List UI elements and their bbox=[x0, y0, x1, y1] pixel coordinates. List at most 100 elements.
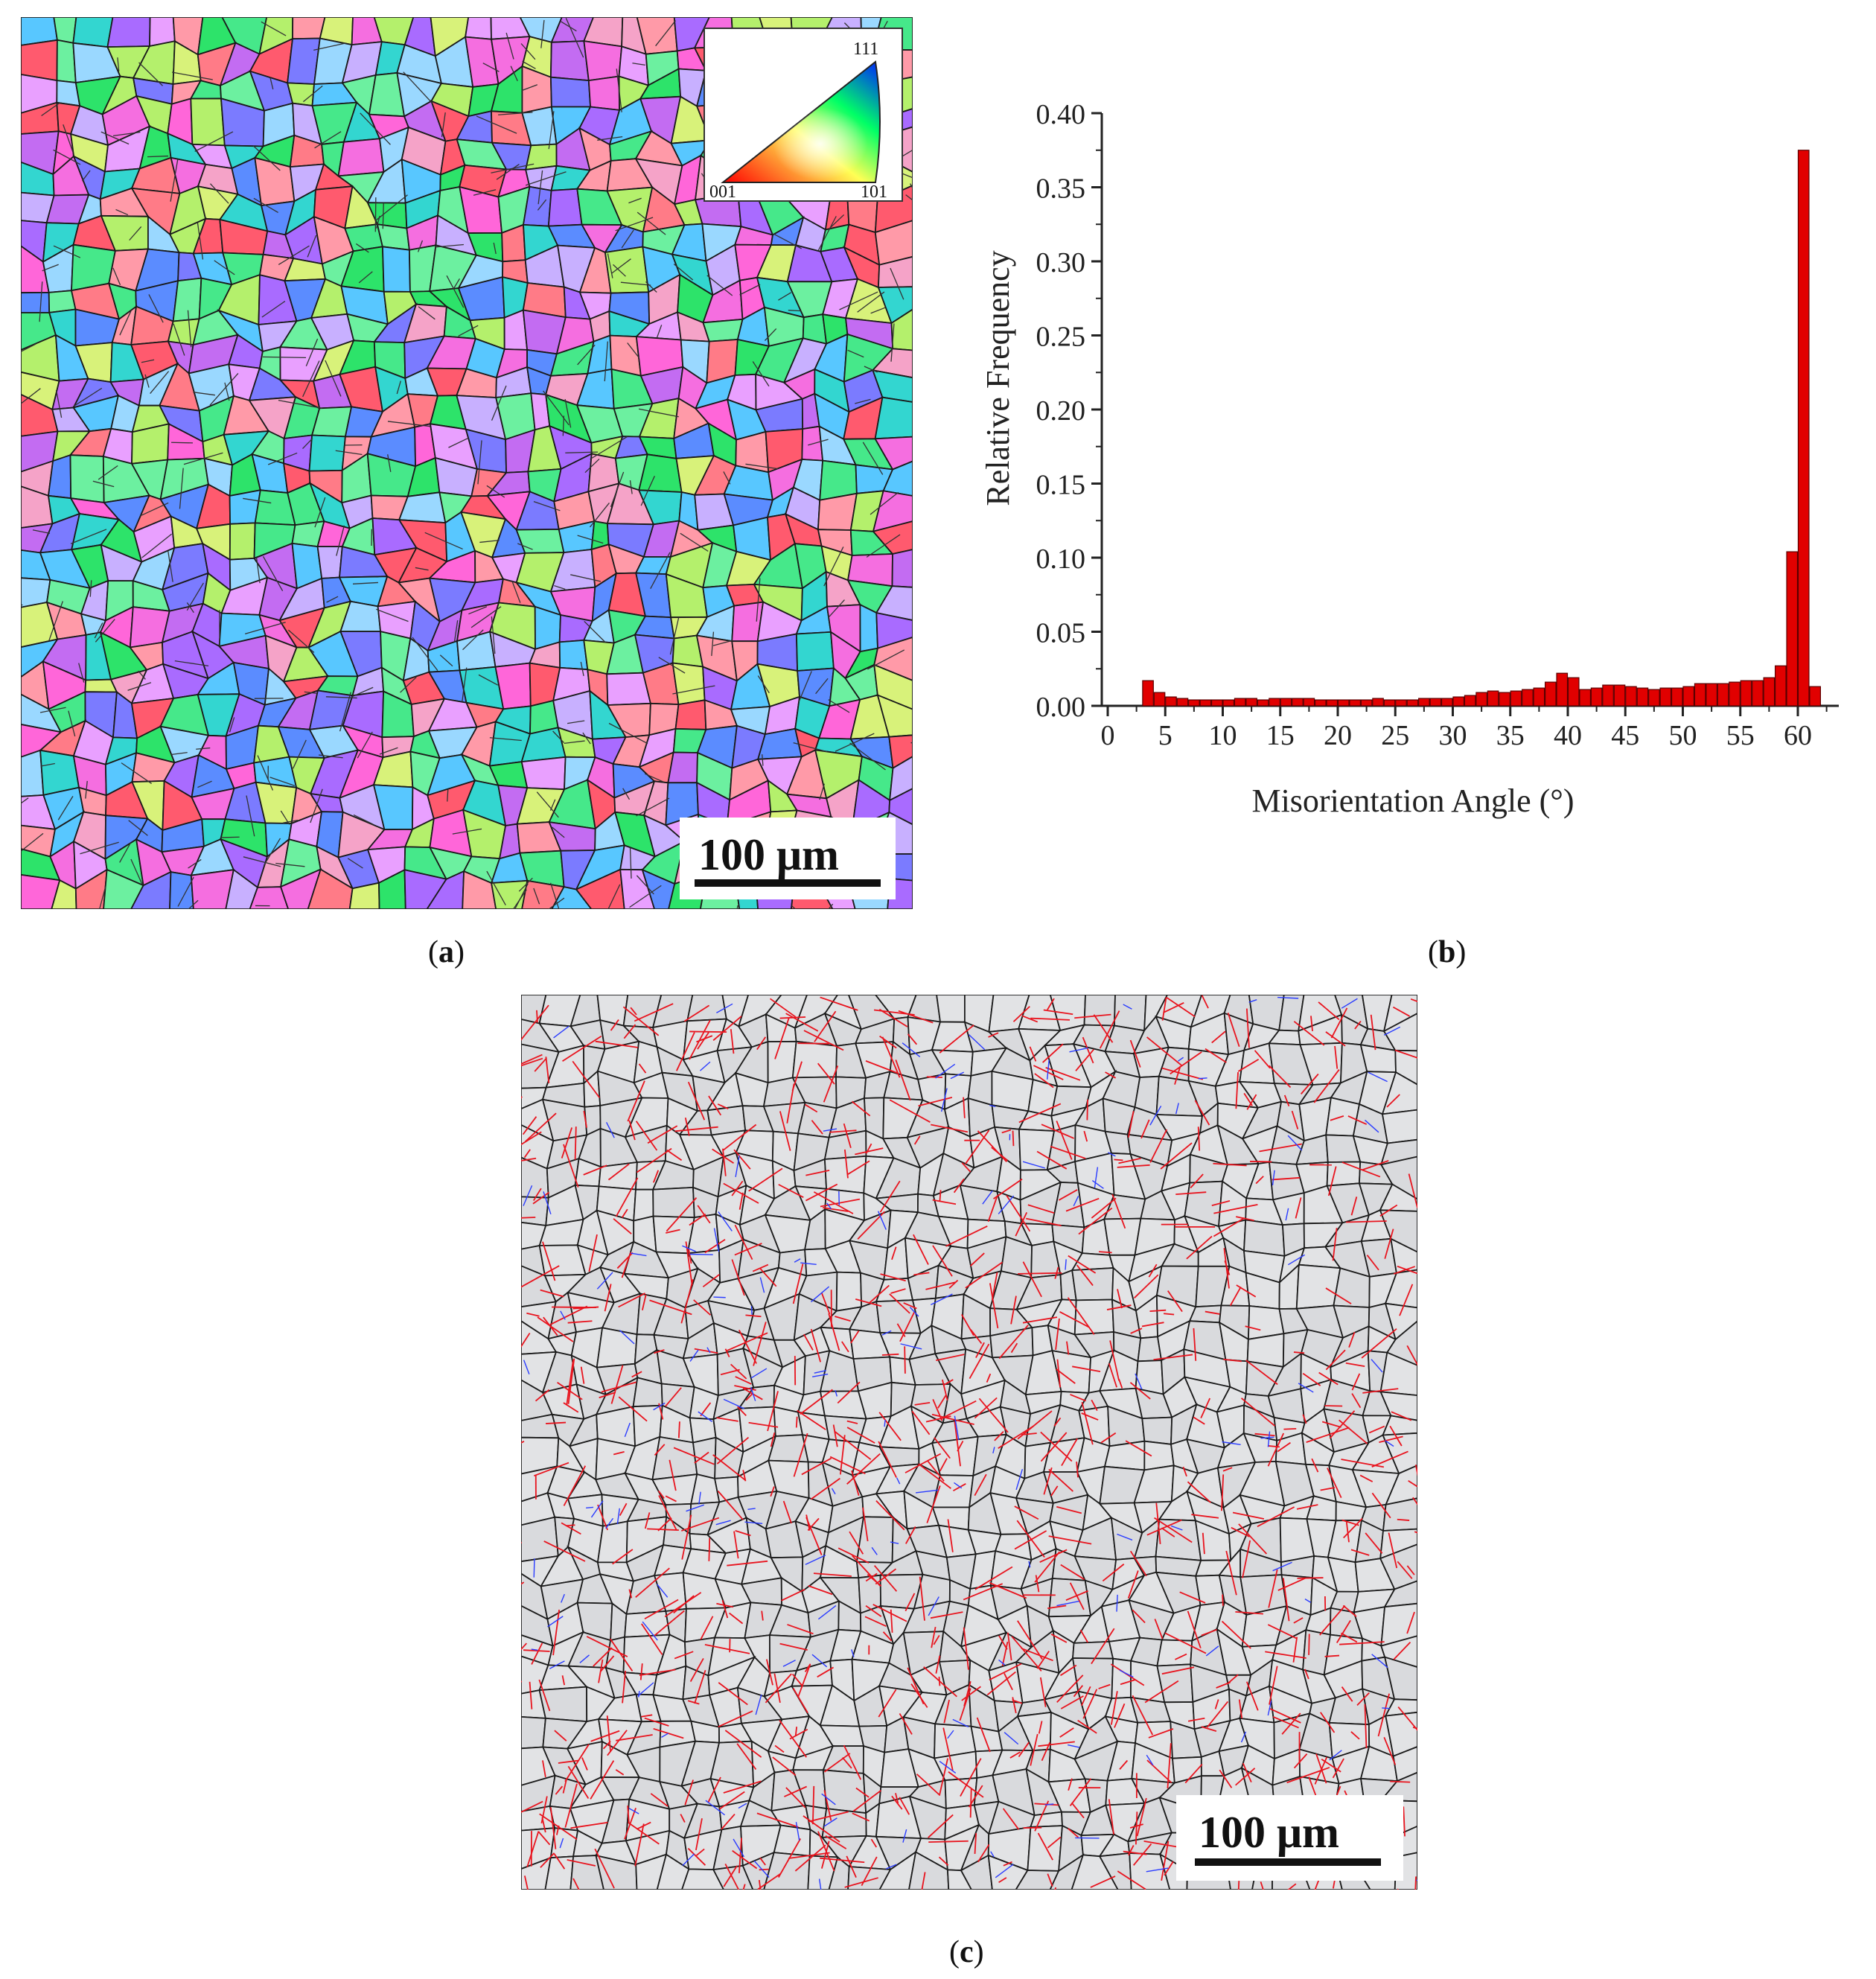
low-angle-boundary bbox=[631, 1252, 647, 1257]
twin-boundary bbox=[1403, 1806, 1406, 1837]
histogram-bar bbox=[1694, 683, 1706, 707]
twin-boundary bbox=[798, 671, 812, 703]
twin-boundary bbox=[630, 1007, 637, 1016]
twin-boundary bbox=[1090, 1876, 1116, 1888]
twin-boundary bbox=[785, 1787, 806, 1808]
histogram-bar bbox=[1636, 687, 1649, 707]
twin-boundary bbox=[1318, 1001, 1340, 1021]
twin-boundary bbox=[1319, 1605, 1346, 1636]
grain bbox=[316, 546, 343, 579]
twin-boundary bbox=[314, 497, 326, 528]
twin-boundary bbox=[1059, 1727, 1074, 1738]
twin-boundary bbox=[1265, 1651, 1306, 1659]
twin-boundary bbox=[1144, 1680, 1179, 1704]
twin-boundary bbox=[820, 1198, 861, 1208]
twin-boundary bbox=[1306, 1427, 1350, 1443]
twin-boundary bbox=[653, 1727, 684, 1739]
twin-boundary bbox=[520, 1265, 560, 1288]
y-tick-label: 0.05 bbox=[1036, 618, 1086, 649]
x-tick-label: 0 bbox=[1101, 720, 1115, 751]
twin-boundary bbox=[843, 1123, 852, 1149]
twin-boundary bbox=[778, 1184, 804, 1198]
twin-boundary bbox=[387, 454, 392, 472]
low-angle-boundary bbox=[902, 1042, 921, 1057]
twin-boundary bbox=[673, 1447, 715, 1465]
low-angle-boundary bbox=[1272, 1561, 1292, 1572]
twin-boundary bbox=[672, 685, 715, 695]
twin-boundary bbox=[462, 629, 484, 651]
twin-boundary bbox=[574, 1126, 577, 1160]
twin-boundary bbox=[911, 1410, 931, 1435]
twin-boundary bbox=[808, 1585, 833, 1596]
twin-boundary bbox=[870, 307, 886, 314]
twin-boundary bbox=[907, 1667, 925, 1705]
grain bbox=[674, 699, 707, 730]
twin-boundary bbox=[702, 1274, 720, 1288]
twin-boundary bbox=[770, 1486, 775, 1497]
twin-boundary bbox=[1361, 1328, 1397, 1359]
twin-boundary bbox=[773, 1673, 781, 1704]
histogram-bar bbox=[1625, 686, 1637, 707]
twin-boundary bbox=[636, 1821, 651, 1830]
twin-boundary bbox=[1141, 1322, 1164, 1328]
histogram-bar bbox=[1360, 699, 1373, 707]
twin-boundary bbox=[85, 780, 88, 799]
twin-boundary bbox=[1127, 1570, 1139, 1599]
twin-boundary bbox=[468, 606, 488, 615]
twin-boundary bbox=[583, 1110, 587, 1128]
twin-boundary bbox=[896, 1323, 906, 1337]
twin-lines bbox=[11, 18, 934, 934]
twin-boundary bbox=[565, 451, 599, 453]
low-angle-boundary bbox=[794, 1258, 801, 1263]
twin-boundary bbox=[1350, 1196, 1358, 1216]
twin-boundary bbox=[644, 773, 664, 783]
twin-boundary bbox=[531, 1642, 543, 1665]
twin-boundary bbox=[695, 1818, 703, 1851]
twin-boundary bbox=[1077, 1719, 1097, 1734]
twin-boundary bbox=[923, 1666, 957, 1698]
low-angle-boundary bbox=[559, 1838, 564, 1849]
twin-boundary bbox=[716, 1436, 750, 1465]
low-angle-boundary bbox=[877, 1211, 887, 1230]
y-tick-label: 0.25 bbox=[1036, 322, 1086, 353]
grain-boundary-map: 100 μm bbox=[493, 994, 1449, 1931]
twin-boundary bbox=[837, 1381, 861, 1404]
twin-boundary bbox=[941, 1379, 948, 1400]
twin-boundary bbox=[688, 1249, 692, 1264]
twin-boundary bbox=[608, 722, 648, 745]
histogram: 0.00 0.05 0.10 0.15 0.20 0.25 0.30 0.35 0.40 0 5 10… bbox=[980, 99, 1844, 819]
histogram-bar bbox=[1809, 686, 1821, 707]
twin-boundary bbox=[801, 1457, 832, 1476]
twin-boundary bbox=[738, 1192, 744, 1210]
low-angle-boundary bbox=[624, 1422, 631, 1438]
x-tick-label: 10 bbox=[1209, 720, 1237, 751]
histogram-bar bbox=[1165, 696, 1177, 707]
low-angle-boundary bbox=[817, 1604, 837, 1620]
grain bbox=[172, 277, 202, 322]
twin-boundary bbox=[325, 696, 357, 699]
twin-boundary bbox=[482, 63, 500, 72]
twin-boundary bbox=[209, 372, 239, 406]
twin-boundary bbox=[1235, 1071, 1239, 1109]
twin-boundary bbox=[613, 1218, 632, 1234]
twin-boundary bbox=[807, 1517, 820, 1532]
twin-boundary bbox=[846, 1427, 875, 1444]
twin-boundary bbox=[788, 1852, 830, 1859]
twin-boundary bbox=[622, 788, 631, 800]
twin-boundary bbox=[905, 1526, 916, 1544]
twin-boundary bbox=[1010, 1296, 1017, 1325]
twin-boundary bbox=[945, 1225, 988, 1247]
twin-boundary bbox=[478, 674, 499, 686]
twin-boundary bbox=[673, 264, 694, 281]
twin-boundary bbox=[1034, 1800, 1050, 1832]
low-angle-boundary bbox=[1073, 1196, 1079, 1207]
twin-boundary bbox=[665, 1387, 682, 1407]
twin-boundary bbox=[939, 1458, 948, 1472]
low-angle-boundary bbox=[1198, 1077, 1207, 1080]
twin-boundary bbox=[1336, 1619, 1351, 1643]
low-angle-boundary bbox=[896, 1477, 901, 1485]
twin-boundary bbox=[1227, 1013, 1240, 1048]
twin-boundary bbox=[828, 1313, 840, 1351]
twin-boundary bbox=[819, 783, 825, 800]
low-angle-boundary bbox=[952, 1718, 969, 1728]
